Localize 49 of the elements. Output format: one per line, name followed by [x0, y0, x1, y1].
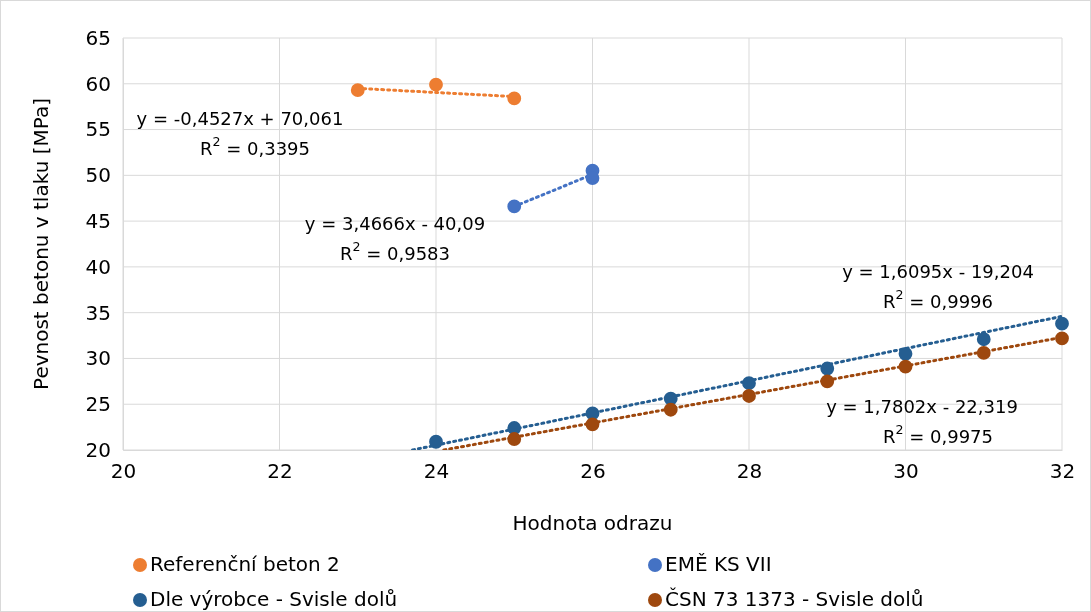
y-tick-label: 65: [85, 25, 111, 50]
legend-label: ČSN 73 1373 - Svisle dolů: [665, 586, 924, 611]
annotation: R$^{2}$ = 0,3395: [199, 134, 311, 159]
point: [507, 199, 522, 214]
point: [585, 417, 600, 432]
x-tick-label: 30: [893, 459, 919, 484]
point: [507, 432, 522, 446]
x-tick-label: 22: [267, 459, 293, 484]
x-tick-label: 32: [1049, 459, 1076, 484]
y-tick-label: 25: [85, 392, 111, 417]
annotation: R$^{2}$ = 0,9975: [882, 422, 994, 447]
point: [663, 402, 678, 417]
y-tick-label: 50: [85, 163, 111, 188]
y-tick-label: 55: [85, 117, 111, 142]
annotation: y = -0,4527x + 70,061: [136, 108, 344, 129]
y-tick-label: 20: [85, 437, 111, 462]
point: [976, 332, 991, 347]
point: [1055, 331, 1069, 346]
legend-label: EMĚ KS VII: [665, 551, 772, 576]
annotation: y = 1,6095x - 19,204: [842, 261, 1034, 282]
y-tick-label: 45: [85, 209, 111, 234]
point: [742, 376, 756, 391]
point: [820, 361, 835, 376]
point: [742, 389, 756, 403]
legend-label: Dle výrobce - Svisle dolů: [150, 586, 398, 611]
point: [898, 346, 913, 361]
y-tick-label: 60: [85, 71, 111, 96]
point: [898, 359, 913, 374]
point: [350, 83, 365, 98]
annotation: y = 1,7802x - 22,319: [826, 396, 1018, 417]
x-axis-title: Hodnota odrazu: [512, 511, 673, 535]
point: [429, 434, 443, 449]
point: [507, 91, 522, 106]
x-tick-label: 28: [736, 459, 763, 484]
point: [820, 374, 835, 389]
legend-label: Referenční beton 2: [150, 551, 340, 576]
y-tick-label: 35: [85, 300, 111, 325]
annotation: R$^{2}$ = 0,9996: [882, 287, 994, 312]
y-axis-title: Pevnost betonu v tlaku [MPa]: [29, 98, 53, 390]
y-tick-label: 30: [85, 346, 111, 371]
y-tick-label: 40: [85, 254, 111, 279]
x-tick-label: 20: [110, 459, 137, 484]
x-tick-label: 24: [423, 459, 450, 484]
point: [1055, 316, 1069, 331]
point: [429, 77, 443, 92]
x-tick-label: 26: [580, 459, 606, 484]
annotation: R$^{2}$ = 0,9583: [339, 239, 451, 264]
annotation: y = 3,4666x - 40,09: [304, 213, 486, 234]
point: [976, 346, 991, 360]
